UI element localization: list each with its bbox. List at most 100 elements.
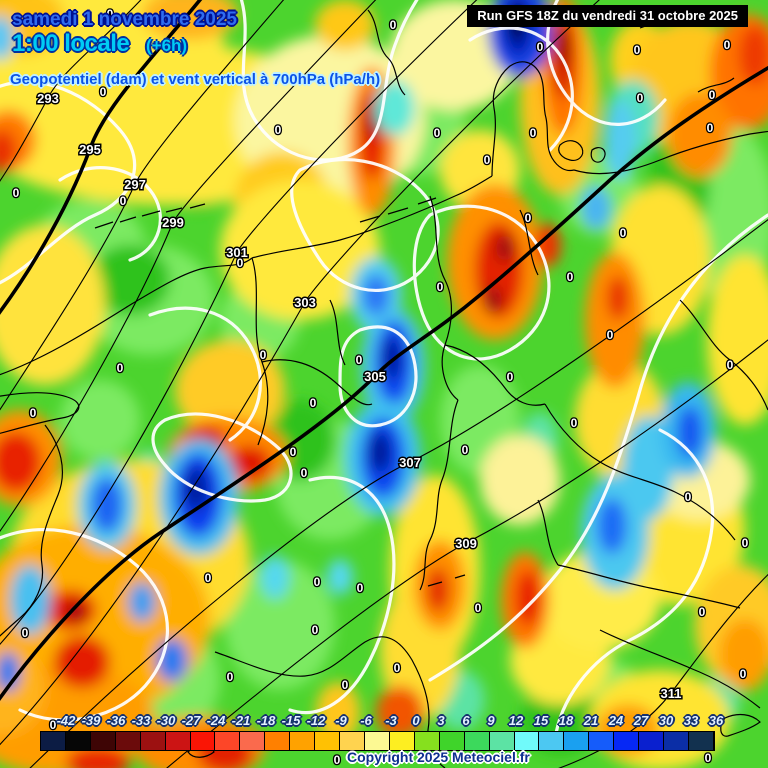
scale-tick-label: 27 (633, 713, 649, 728)
scale-cell (315, 732, 341, 750)
scale-cell (664, 732, 689, 750)
scale-tick-label: -33 (131, 713, 151, 728)
scale-cell (464, 732, 490, 750)
zero-contour-label: 0 (462, 443, 469, 457)
scale-tick-label: 15 (533, 713, 549, 728)
geopotential-contour-label: 293 (37, 91, 59, 106)
zero-contour-label: 0 (634, 43, 641, 57)
zero-contour-label: 0 (475, 601, 482, 615)
zero-contour-label: 0 (390, 18, 397, 32)
zero-contour-label: 0 (356, 353, 363, 367)
zero-labels-layer: 0 0 0 0 0 0 0 0 0 0 0 0 0 0 0 0 0 0 0 0 0 0 0 0 0 0 0 0 0 0 0 0 0 0 0 0 0 0 0 0… (11, 6, 750, 768)
scale-cell (340, 732, 365, 750)
zero-contour-label: 0 (13, 186, 20, 200)
zero-contour-label: 0 (740, 667, 747, 681)
zero-contour-label: 0 (705, 751, 712, 765)
scale-cell (290, 732, 316, 750)
scale-cell (489, 732, 515, 750)
scale-cell (364, 732, 390, 750)
scale-tick-label: -21 (231, 713, 251, 728)
scale-cell (215, 732, 241, 750)
forecast-hour-offset: (+6h) (146, 36, 188, 55)
scale-tick-label: -15 (281, 713, 301, 728)
zero-contour-label: 0 (357, 581, 364, 595)
scale-tick-label: 33 (683, 713, 699, 728)
scale-cell (140, 732, 166, 750)
scale-cell (539, 732, 565, 750)
zero-contour-label: 0 (537, 40, 544, 54)
zero-contour-label: 0 (117, 361, 124, 375)
zero-contour-label: 0 (260, 348, 267, 362)
scale-tick-label: -36 (106, 713, 126, 728)
zero-contour-label: 0 (312, 623, 319, 637)
geopotential-contour-label: 307 (399, 455, 421, 470)
zero-contour-label: 0 (685, 490, 692, 504)
scale-tick-label: -6 (360, 713, 372, 728)
scale-tick-label: -18 (256, 713, 276, 728)
geopotential-labels-layer: 293 295 297 299 301 303 305 307 309 311 (36, 90, 683, 703)
coastlines-layer (0, 9, 768, 768)
zero-contour-label: 0 (620, 226, 627, 240)
scale-tick-label: -27 (181, 713, 201, 728)
scale-tick-label: 9 (487, 713, 495, 728)
zero-contour-label: 0 (334, 753, 341, 767)
color-scale-bar: -42 -39 -36 -33 -30 -27 -24 -21 -18 -15 -12 -9 -6 -3 0… (40, 713, 723, 751)
zero-contour-label: 0 (571, 416, 578, 430)
zero-contour-label: 0 (637, 91, 644, 105)
geopotential-contour-label: 303 (294, 295, 316, 310)
zero-contour-label: 0 (530, 126, 537, 140)
scale-cell (439, 732, 465, 750)
zero-contour-label: 0 (724, 38, 731, 52)
zero-contour-label: 0 (310, 396, 317, 410)
zero-contour-label: 0 (30, 406, 37, 420)
zero-contour-label: 0 (434, 126, 441, 140)
zero-contour-label: 0 (50, 718, 57, 732)
scale-cell (614, 732, 640, 750)
zero-contour-label: 0 (107, 7, 114, 21)
geopotential-contour-label: 309 (455, 536, 477, 551)
zero-contour-label: 0 (314, 575, 321, 589)
scale-cell (414, 732, 440, 750)
geopotential-contour-label: 311 (661, 686, 682, 701)
scale-cell (240, 732, 266, 750)
geopotential-contour-label: 299 (162, 215, 184, 230)
zero-contour-label: 0 (227, 670, 234, 684)
zero-contour-label: 0 (709, 88, 716, 102)
scale-tick-label: -9 (335, 713, 347, 728)
scale-cell (514, 732, 540, 750)
scale-cell (190, 732, 216, 750)
geopotential-contour-label: 295 (79, 142, 101, 157)
copyright-notice: Copyright 2025 Meteociel.fr (347, 749, 530, 765)
scale-cell (688, 732, 714, 750)
zero-contour-label: 0 (22, 626, 29, 640)
scale-tick-label: -42 (56, 713, 76, 728)
zero-contour-layer (0, 0, 768, 742)
scale-tick-label: 36 (708, 713, 724, 728)
scale-tick-label: 6 (462, 713, 470, 728)
zero-contour-label: 0 (100, 85, 107, 99)
scale-tick-label: 21 (583, 713, 599, 728)
forecast-date: samedi 1 novembre 2025 (12, 9, 237, 30)
scale-cell (639, 732, 665, 750)
scale-tick-label: 30 (658, 713, 674, 728)
zero-contour-label: 0 (205, 571, 212, 585)
scale-tick-label: -30 (156, 713, 176, 728)
forecast-local-time: 1:00 locale (12, 30, 130, 57)
zero-contour-label: 0 (707, 121, 714, 135)
scale-tick-label: -39 (81, 713, 101, 728)
zero-contour-label: 0 (484, 153, 491, 167)
scale-cell (165, 732, 191, 750)
scale-cell (115, 732, 141, 750)
zero-contour-label: 0 (607, 328, 614, 342)
zero-contour-label: 0 (742, 536, 749, 550)
zero-contour-label: 0 (567, 270, 574, 284)
zero-contour-label: 0 (437, 280, 444, 294)
scale-tick-label: 0 (412, 713, 420, 728)
scale-tick-label: -12 (306, 713, 326, 728)
zero-contour-label: 0 (120, 194, 127, 208)
scale-tick-label: 18 (558, 713, 574, 728)
